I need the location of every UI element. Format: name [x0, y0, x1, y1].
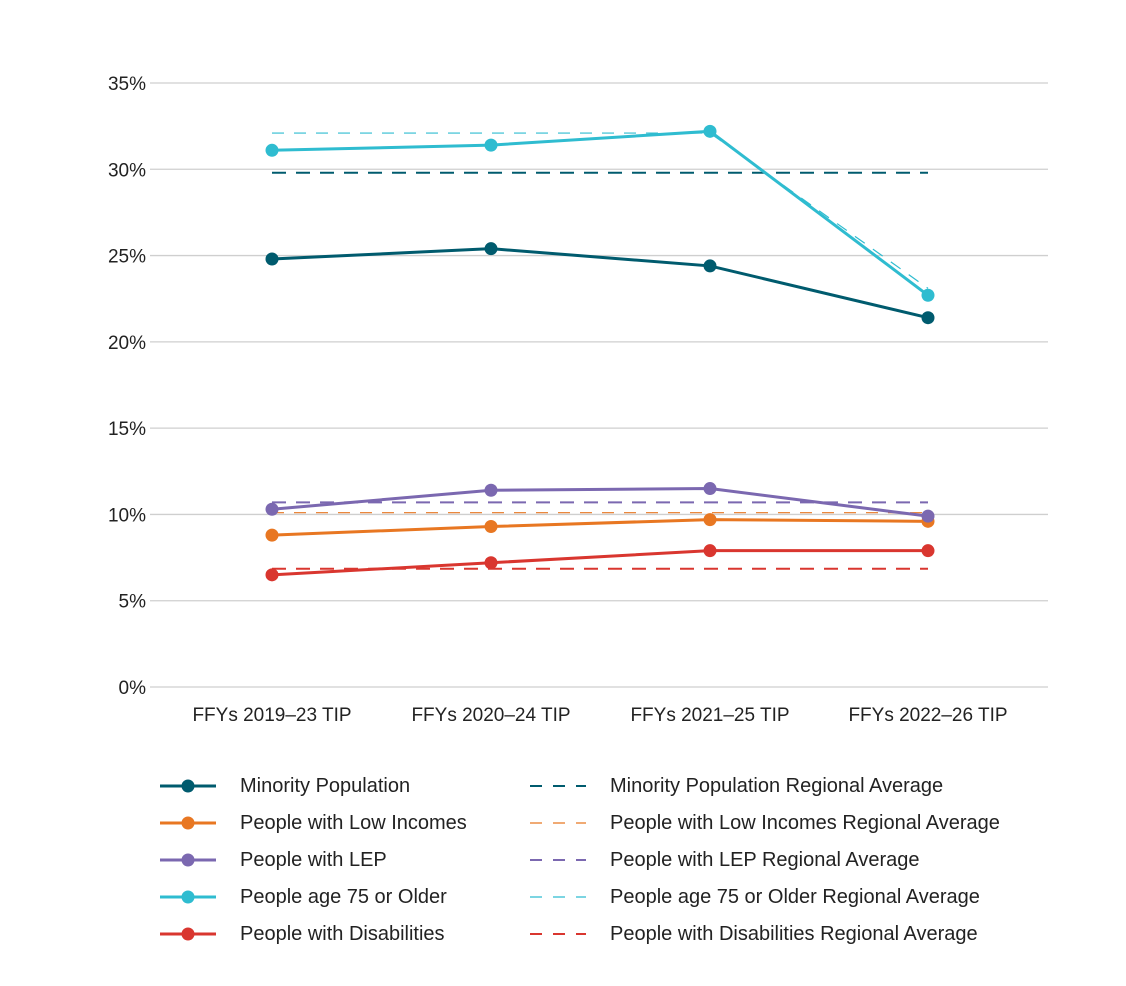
data-point: [703, 482, 717, 496]
series-line: [271, 549, 928, 577]
legend-label: People with Low Incomes: [240, 811, 467, 834]
series-line: [272, 132, 929, 289]
legend-label: Minority Population: [240, 774, 411, 797]
x-tick-label: FFYs 2019–23 TIP: [192, 705, 351, 726]
series-line: [271, 129, 929, 297]
data-point: [703, 259, 717, 273]
legend-item: People with LEP Regional Average: [528, 842, 919, 878]
legend-label: People age 75 or Older: [240, 885, 447, 908]
legend-label: People age 75 or Older Regional Average: [610, 885, 980, 908]
legend-swatch-icon: [530, 896, 586, 898]
data-point: [484, 138, 498, 152]
legend-item: People with LEP: [158, 842, 387, 878]
legend-swatch-icon: [530, 859, 586, 861]
legend-label: People with LEP: [240, 848, 387, 871]
legend-item: People age 75 or Older: [158, 879, 447, 915]
data-point: [484, 556, 498, 570]
series-line: [271, 518, 929, 537]
x-tick-label: FFYs 2020–24 TIP: [411, 705, 570, 726]
x-tick-label: FFYs 2021–25 TIP: [630, 705, 789, 726]
legend-swatch-icon: [530, 822, 586, 824]
data-point: [484, 520, 498, 534]
legend-label: People with LEP Regional Average: [610, 848, 920, 871]
data-point: [921, 288, 935, 302]
data-point: [703, 544, 717, 558]
legend-item: Minority Population: [158, 768, 410, 804]
legend-swatch-icon: [160, 816, 216, 830]
data-point: [703, 124, 717, 138]
legend-label: Minority Population Regional Average: [610, 774, 944, 797]
legend-swatch-icon: [160, 853, 216, 867]
y-tick-label: 5%: [119, 592, 147, 613]
legend-label: People with Disabilities: [240, 922, 445, 945]
y-tick-label: 10%: [108, 505, 146, 526]
data-point: [921, 311, 935, 325]
legend-item: People with Low Incomes: [158, 805, 467, 841]
line-chart: 0% 5% 10% 15% 20% 25% 30% 35% FFYs 2019–23 TIP FF…: [108, 74, 1048, 726]
legend-swatch-icon: [160, 779, 216, 793]
legend-label: People with Disabilities Regional Averag…: [610, 922, 978, 945]
y-tick-label: 15%: [108, 419, 146, 440]
data-point: [921, 509, 935, 523]
data-point: [484, 483, 498, 497]
legend-swatch-icon: [160, 927, 216, 941]
x-tick-label: FFYs 2022–26 TIP: [848, 705, 1007, 726]
y-tick-label: 25%: [108, 247, 146, 268]
data-point: [265, 568, 279, 582]
legend-item: Minority Population Regional Average: [528, 768, 943, 804]
legend-swatch-icon: [160, 890, 216, 904]
data-point: [265, 528, 279, 542]
data-point: [921, 544, 935, 558]
legend-swatch-icon: [530, 785, 586, 787]
data-point: [484, 242, 498, 256]
y-tick-label: 30%: [108, 160, 146, 181]
data-point: [265, 143, 279, 157]
series-line: [271, 247, 929, 320]
data-point: [265, 252, 279, 266]
legend-item: People with Disabilities Regional Averag…: [528, 916, 978, 952]
legend-item: People with Disabilities: [158, 916, 445, 952]
y-tick-label: 20%: [108, 333, 146, 354]
legend-swatch-icon: [530, 933, 586, 935]
legend-label: People with Low Incomes Regional Average: [610, 811, 1000, 834]
y-tick-label: 0%: [119, 678, 147, 699]
data-point: [703, 513, 717, 527]
legend-item: People age 75 or Older Regional Average: [528, 879, 980, 915]
data-point: [265, 502, 279, 516]
series-line: [271, 487, 929, 518]
legend-item: People with Low Incomes Regional Average: [528, 805, 1000, 841]
y-tick-label: 35%: [108, 74, 146, 95]
